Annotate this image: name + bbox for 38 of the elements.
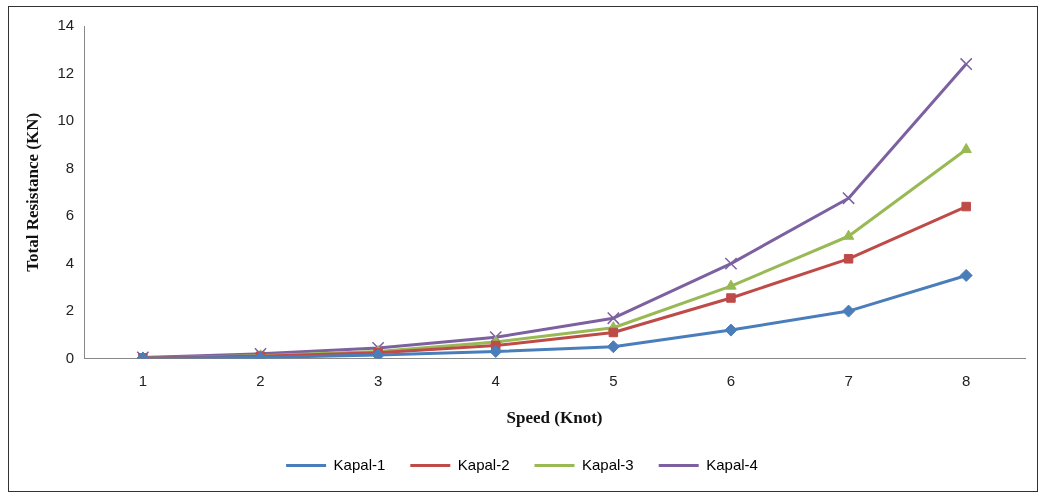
- legend-label: Kapal-4: [706, 455, 758, 473]
- point: [724, 323, 738, 337]
- y-tick-label: 14: [57, 16, 75, 34]
- point: [842, 191, 855, 205]
- point: [842, 304, 856, 318]
- point: [725, 279, 737, 290]
- point: [606, 340, 620, 354]
- x-tick-label: 1: [138, 371, 148, 389]
- x-tick-label: 5: [609, 371, 618, 389]
- y-tick-label: 8: [65, 158, 75, 176]
- point: [959, 268, 973, 282]
- x-tick-label: 6: [726, 371, 736, 389]
- point: [726, 293, 736, 303]
- y-tick-label: 10: [57, 111, 75, 129]
- x-tick-label: 4: [491, 371, 500, 389]
- point: [489, 330, 503, 344]
- legend-label: Kapal-1: [333, 455, 386, 473]
- point: [960, 143, 972, 154]
- x-tick-label: 8: [962, 371, 971, 389]
- point: [724, 257, 738, 270]
- y-tick-label: 0: [65, 348, 75, 366]
- point: [843, 254, 854, 264]
- legend-label: Kapal-2: [457, 455, 510, 473]
- x-tick-label: 3: [373, 371, 383, 389]
- y-tick-label: 6: [65, 206, 75, 224]
- y-tick-label: 4: [65, 253, 75, 271]
- point: [608, 327, 619, 338]
- point: [961, 201, 971, 212]
- y-axis-title: Total Resistance (KN): [22, 112, 42, 272]
- x-tick-label: 7: [844, 371, 853, 389]
- point: [606, 311, 620, 325]
- x-tick-label: 2: [256, 371, 265, 389]
- y-tick-label: 2: [65, 301, 75, 319]
- point: [959, 57, 973, 71]
- point: [489, 344, 503, 358]
- legend-label: Kapal-3: [582, 455, 634, 473]
- y-tick-label: 12: [57, 63, 75, 81]
- x-axis-title: Speed (Knot): [506, 408, 603, 428]
